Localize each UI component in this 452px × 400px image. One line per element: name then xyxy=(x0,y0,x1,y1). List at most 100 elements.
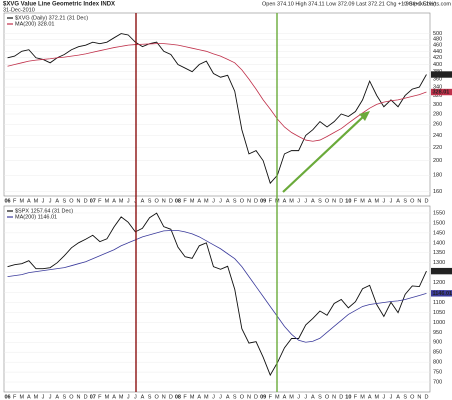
y-tick-label: 1100 xyxy=(433,300,445,306)
x-tick-label: D xyxy=(254,394,258,400)
x-tick-label: N xyxy=(417,394,421,400)
x-tick-label: J xyxy=(382,198,385,204)
x-tick-label: M xyxy=(105,394,110,400)
series-line xyxy=(7,43,427,142)
y-tick-label: 400 xyxy=(433,62,442,68)
x-tick-label: J xyxy=(127,198,130,204)
x-tick-label: D xyxy=(169,394,173,400)
x-tick-label: J xyxy=(297,198,300,204)
x-tick-label: N xyxy=(417,198,421,204)
y-tick-label: 1300 xyxy=(433,260,445,266)
y-tick-label: 1500 xyxy=(433,220,445,226)
x-tick-label: F xyxy=(354,198,358,204)
y-tick-label: 950 xyxy=(433,330,442,336)
y-tick-label: 1200 xyxy=(433,280,445,286)
x-tick-label: F xyxy=(98,394,102,400)
x-tick-label: D xyxy=(84,198,88,204)
x-tick-label: 06 xyxy=(4,198,10,204)
x-tick-label: M xyxy=(374,394,379,400)
x-tick-label: A xyxy=(27,198,31,204)
x-tick-label: M xyxy=(275,394,280,400)
x-tick-label: F xyxy=(354,394,358,400)
x-tick-label: S xyxy=(403,394,407,400)
y-tick-label: 800 xyxy=(433,360,442,366)
y-tick-label: 480 xyxy=(433,37,442,43)
x-tick-label: F xyxy=(13,394,17,400)
x-tick-label: J xyxy=(297,394,300,400)
x-tick-label: A xyxy=(112,198,116,204)
y-tick-label: 700 xyxy=(433,380,442,386)
legend-label: MA(200) 328.01 xyxy=(15,21,54,27)
y-tick-label: 260 xyxy=(433,122,442,128)
plot-area xyxy=(3,205,431,393)
x-tick-label: J xyxy=(219,394,222,400)
source: © StockCharts.com xyxy=(404,0,452,7)
x-tick-label: O xyxy=(240,198,245,204)
x-tick-label: A xyxy=(368,198,372,204)
value-tag xyxy=(431,71,452,78)
x-tick-label: O xyxy=(410,394,415,400)
x-tick-label: M xyxy=(190,198,195,204)
x-tick-label: A xyxy=(226,198,230,204)
x-tick-label: J xyxy=(390,198,393,204)
value-tag xyxy=(431,290,452,297)
x-tick-label: S xyxy=(318,198,322,204)
x-tick-label: J xyxy=(304,198,307,204)
x-tick-label: F xyxy=(269,198,273,204)
x-tick-label: J xyxy=(212,394,215,400)
x-tick-label: M xyxy=(19,198,24,204)
y-tick-label: 850 xyxy=(433,350,442,356)
y-tick-label: 280 xyxy=(433,111,442,117)
x-tick-label: M xyxy=(374,198,379,204)
x-tick-label: J xyxy=(134,394,137,400)
x-tick-label: N xyxy=(247,394,251,400)
y-tick-label: 200 xyxy=(433,158,442,164)
x-tick-label: S xyxy=(233,394,237,400)
x-tick-label: 09 xyxy=(260,394,266,400)
x-tick-label: A xyxy=(112,394,116,400)
x-tick-label: A xyxy=(55,198,59,204)
x-tick-label: 07 xyxy=(90,394,96,400)
value-tag-label: 1257.64 xyxy=(433,269,452,275)
value-tag-label: 1146.01 xyxy=(433,291,452,297)
x-tick-label: J xyxy=(304,394,307,400)
x-tick-label: D xyxy=(339,394,343,400)
chart-date: 31-Dec-2010 xyxy=(3,7,35,13)
x-tick-label: M xyxy=(34,198,39,204)
x-tick-label: M xyxy=(289,394,294,400)
x-tick-label: A xyxy=(311,198,315,204)
x-tick-label: A xyxy=(283,394,287,400)
x-tick-label: N xyxy=(77,394,81,400)
x-tick-label: A xyxy=(283,198,287,204)
x-tick-label: A xyxy=(141,394,145,400)
value-tag-label: 328.01 xyxy=(433,89,450,95)
x-tick-label: S xyxy=(403,198,407,204)
x-tick-label: J xyxy=(127,394,130,400)
x-tick-label: M xyxy=(19,394,24,400)
x-tick-label: M xyxy=(360,394,365,400)
plots: 1601802002202402602803003203403603804004… xyxy=(3,12,452,400)
value-tag-label: 372.21 xyxy=(433,72,450,78)
y-tick-label: 300 xyxy=(433,102,442,108)
x-tick-label: 06 xyxy=(4,394,10,400)
series-line xyxy=(7,230,427,343)
x-tick-label: F xyxy=(98,198,102,204)
x-tick-label: N xyxy=(247,198,251,204)
x-tick-label: J xyxy=(212,198,215,204)
x-tick-label: M xyxy=(105,198,110,204)
x-tick-label: 08 xyxy=(175,394,181,400)
legend-label: MA(200) 1146.01 xyxy=(15,214,57,220)
y-tick-label: 1350 xyxy=(433,250,445,256)
x-tick-label: M xyxy=(289,198,294,204)
y-tick-label: 420 xyxy=(433,55,442,61)
x-tick-label: O xyxy=(325,198,330,204)
legend-label: $XVG (Daily) 372.21 (31 Dec) xyxy=(15,15,88,21)
x-tick-label: O xyxy=(155,394,160,400)
x-tick-label: D xyxy=(84,394,88,400)
x-tick-label: F xyxy=(13,198,17,204)
y-tick-label: 1050 xyxy=(433,310,445,316)
y-tick-label: 320 xyxy=(433,93,442,99)
x-tick-label: D xyxy=(169,198,173,204)
x-tick-label: J xyxy=(42,394,45,400)
